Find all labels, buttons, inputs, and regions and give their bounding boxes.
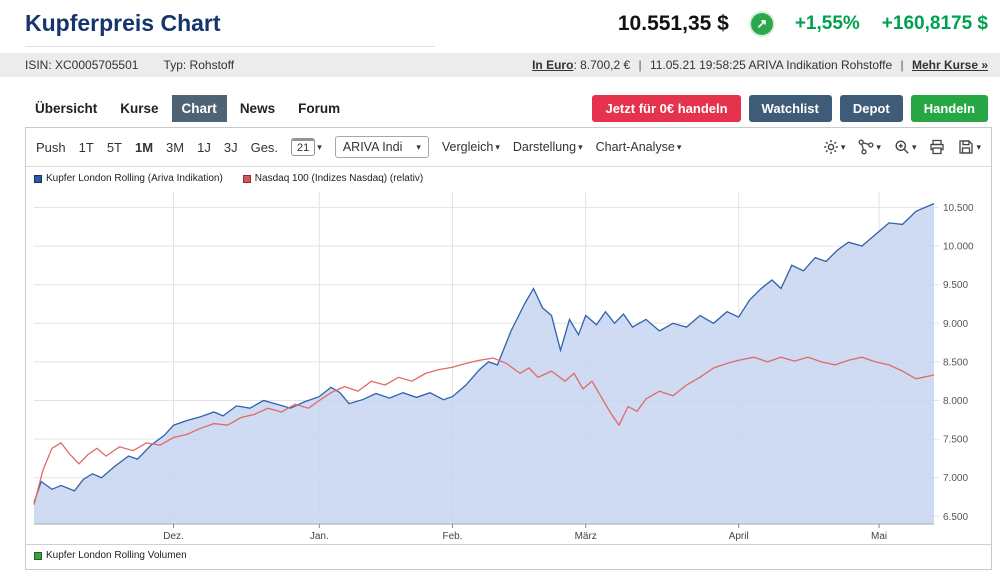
svg-text:April: April: [729, 531, 749, 542]
tab-forum[interactable]: Forum: [298, 101, 341, 116]
in-euro-link[interactable]: In Euro: [532, 58, 574, 72]
svg-text:8.000: 8.000: [943, 396, 968, 407]
quote-meta: In Euro: 8.700,2 € | 11.05.21 19:58:25 A…: [532, 58, 988, 72]
legend-nasdaq: Nasdaq 100 (Indizes Nasdaq) (relativ): [242, 173, 424, 184]
save-menu[interactable]: ▾: [958, 139, 981, 155]
gear-icon: [823, 139, 839, 155]
darstellung-label: Darstellung: [512, 140, 577, 154]
darstellung-menu[interactable]: Darstellung ▾: [513, 140, 583, 154]
zoom-menu[interactable]: ▾: [894, 139, 917, 155]
chevron-down-icon: ▾: [911, 141, 917, 152]
save-icon: [958, 139, 974, 155]
range-3m[interactable]: 3M: [166, 139, 185, 155]
nasdaq-swatch-icon: [242, 174, 251, 183]
separator: |: [900, 58, 904, 72]
tab-kurse[interactable]: Kurse: [120, 101, 159, 116]
chevron-down-icon: ▾: [495, 141, 500, 152]
svg-text:6.500: 6.500: [943, 512, 968, 523]
chevron-down-icon: ▾: [876, 141, 881, 152]
chart-toolbar: Push 1T 5T 1M 3M 1J 3J Ges. 21 ▾ ARIVA I…: [26, 128, 991, 167]
tab-bar: Übersicht Kurse Chart News Forum: [25, 95, 350, 122]
svg-text:März: März: [575, 531, 597, 542]
legend-volume: Kupfer London Rolling Volumen: [34, 550, 187, 561]
chart-panel: Push 1T 5T 1M 3M 1J 3J Ges. 21 ▾ ARIVA I…: [25, 127, 992, 570]
range-1j[interactable]: 1J: [197, 139, 211, 155]
legend-nasdaq-label: Nasdaq 100 (Indizes Nasdaq) (relativ): [254, 173, 424, 184]
change-percent: +1,55%: [794, 13, 860, 34]
handeln-button[interactable]: Handeln: [910, 95, 988, 122]
page-title: Kupferpreis Chart: [25, 10, 221, 36]
legend-copper: Kupfer London Rolling (Ariva Indikation): [34, 173, 223, 184]
tab-chart[interactable]: Chart: [171, 95, 227, 122]
change-absolute: +160,8175 $: [881, 13, 988, 34]
instrument-select[interactable]: ARIVA Indi ▾: [334, 136, 429, 158]
tab-news[interactable]: News: [239, 101, 276, 116]
svg-text:Feb.: Feb.: [442, 531, 462, 542]
calendar-icon: 21: [291, 138, 316, 156]
volume-swatch-icon: [34, 551, 42, 560]
volume-legend: Kupfer London Rolling Volumen: [26, 544, 991, 569]
instrument-select-value: ARIVA Indi: [342, 140, 403, 154]
trend-up-icon: ↗: [750, 13, 773, 35]
instrument-meta: ISIN: XC0005705501 Typ: Rohstoff: [25, 58, 256, 72]
chevron-down-icon: ▾: [676, 141, 682, 152]
tab-uebersicht[interactable]: Übersicht: [35, 101, 98, 116]
calendar-picker[interactable]: 21 ▾: [291, 138, 322, 156]
printer-icon: [929, 139, 945, 155]
mehr-kurse-link[interactable]: Mehr Kurse »: [911, 58, 988, 72]
settings-menu[interactable]: ▾: [823, 139, 846, 155]
svg-text:9.000: 9.000: [943, 319, 968, 330]
range-1m[interactable]: 1M: [134, 139, 154, 155]
svg-text:10.000: 10.000: [943, 242, 974, 253]
separator: |: [638, 58, 642, 72]
svg-text:7.500: 7.500: [943, 435, 968, 446]
in-euro-value: : 8.700,2 €: [573, 58, 631, 72]
chart-analyse-menu[interactable]: Chart-Analyse ▾: [596, 140, 682, 154]
legend-copper-label: Kupfer London Rolling (Ariva Indikation): [46, 173, 223, 184]
copper-swatch-icon: [34, 174, 42, 183]
price-value: 10.551,35 $: [617, 12, 729, 35]
chevron-down-icon: ▾: [976, 141, 981, 152]
range-3j[interactable]: 3J: [223, 139, 238, 155]
svg-text:8.500: 8.500: [943, 357, 968, 368]
zoom-in-icon: [894, 139, 910, 155]
chevron-down-icon: ▾: [317, 141, 322, 152]
range-ges[interactable]: Ges.: [250, 139, 279, 155]
chart-legend: Kupfer London Rolling (Ariva Indikation)…: [26, 167, 991, 186]
info-bar: ISIN: XC0005705501 Typ: Rohstoff In Euro…: [0, 53, 1000, 77]
print-button[interactable]: [929, 139, 945, 155]
svg-text:Dez.: Dez.: [163, 531, 184, 542]
chart-analyse-label: Chart-Analyse: [595, 140, 675, 154]
isin-label: ISIN: XC0005705501: [25, 58, 139, 72]
price-chart[interactable]: 10.500 10.000 9.500 9.000 8.500 8.000 7.500 7.0…: [32, 186, 990, 544]
nav-row: Übersicht Kurse Chart News Forum Jetzt f…: [25, 95, 988, 122]
quote-block: 10.551,35 $ ↗ +1,55% +160,8175 $: [618, 10, 988, 36]
typ-label: Typ: Rohstoff: [163, 58, 235, 72]
vergleich-label: Vergleich: [441, 140, 494, 154]
page-header: Kupferpreis Chart 10.551,35 $ ↗ +1,55% +…: [0, 0, 1000, 47]
range-5t[interactable]: 5T: [106, 139, 122, 155]
title-wrap: Kupferpreis Chart: [25, 10, 435, 47]
indicator-menu[interactable]: ▾: [858, 139, 881, 155]
toolbar-icons: ▾ ▾ ▾ ▾: [823, 139, 981, 155]
vergleich-menu[interactable]: Vergleich ▾: [442, 140, 500, 154]
timestamp: 11.05.21 19:58:25 ARIVA Indikation Rohst…: [649, 58, 893, 72]
svg-text:Mai: Mai: [871, 531, 887, 542]
push-toggle[interactable]: Push: [36, 139, 66, 155]
svg-text:9.500: 9.500: [943, 280, 968, 291]
nodes-icon: [858, 139, 874, 155]
range-1t[interactable]: 1T: [78, 139, 94, 155]
depot-button[interactable]: Depot: [839, 95, 903, 122]
svg-text:7.000: 7.000: [943, 473, 968, 484]
chevron-down-icon: ▾: [840, 141, 846, 152]
svg-text:10.500: 10.500: [943, 203, 974, 214]
chevron-down-icon: ▾: [416, 141, 421, 152]
action-buttons: Jetzt für 0€ handeln Watchlist Depot Han…: [592, 95, 988, 122]
watchlist-button[interactable]: Watchlist: [748, 95, 832, 122]
cta-handeln-button[interactable]: Jetzt für 0€ handeln: [592, 95, 741, 122]
legend-volume-label: Kupfer London Rolling Volumen: [46, 550, 187, 561]
svg-text:Jan.: Jan.: [310, 531, 329, 542]
chevron-down-icon: ▾: [578, 141, 583, 152]
